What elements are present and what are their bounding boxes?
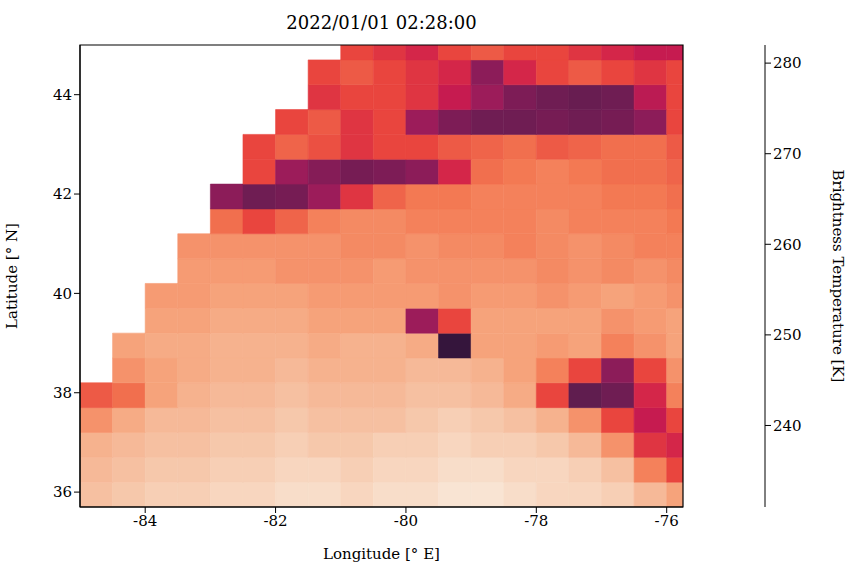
svg-text:38: 38: [53, 384, 72, 402]
svg-text:Brightness Temperature [K]: Brightness Temperature [K]: [829, 170, 847, 383]
svg-text:36: 36: [53, 483, 72, 501]
svg-text:260: 260: [773, 236, 802, 254]
svg-text:40: 40: [53, 285, 72, 303]
svg-text:-78: -78: [524, 512, 548, 530]
svg-text:-84: -84: [133, 512, 157, 530]
svg-text:280: 280: [773, 54, 802, 72]
svg-text:-76: -76: [655, 512, 679, 530]
html-text:2022/01/01 02:28:00: 2022/01/01 02:28:00: [286, 12, 477, 33]
svg-text:-82: -82: [263, 512, 287, 530]
svg-text:Latitude [° N]: Latitude [° N]: [3, 223, 21, 329]
svg-text:Longitude [° E]: Longitude [° E]: [323, 545, 440, 563]
svg-text:240: 240: [773, 417, 802, 435]
svg-text:42: 42: [53, 185, 72, 203]
svg-text:44: 44: [53, 86, 72, 104]
svg-text:-80: -80: [394, 512, 418, 530]
svg-text:250: 250: [773, 326, 802, 344]
svg-text:270: 270: [773, 145, 802, 163]
